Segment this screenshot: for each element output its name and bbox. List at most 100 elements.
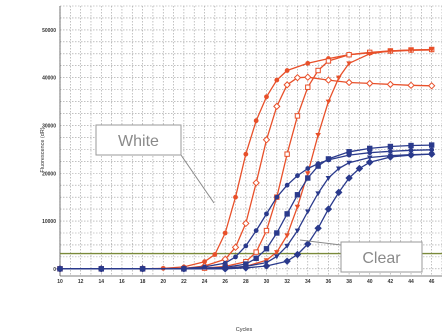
- callout-white-text: White: [118, 133, 159, 150]
- data-point: [408, 47, 414, 53]
- callout-white-box: [95, 124, 182, 156]
- data-point: [274, 194, 280, 200]
- x-tick-label: 12: [78, 279, 84, 285]
- data-point: [304, 209, 311, 215]
- data-point: [387, 148, 393, 154]
- data-point: [242, 264, 250, 272]
- x-tick-label: 42: [388, 279, 394, 285]
- data-point: [367, 145, 373, 152]
- y-tick-label: 0: [53, 267, 56, 273]
- data-point: [325, 176, 332, 181]
- x-tick-label: 22: [181, 279, 187, 285]
- data-point: [346, 52, 352, 58]
- data-point: [284, 233, 290, 239]
- x-tick-label: 20: [160, 279, 166, 285]
- x-tick-label: 16: [119, 279, 125, 285]
- x-tick-label: 18: [140, 279, 146, 285]
- data-point: [233, 254, 238, 260]
- data-point: [366, 155, 373, 161]
- data-point: [294, 192, 301, 198]
- data-point: [242, 219, 250, 228]
- data-point: [407, 81, 415, 90]
- data-point: [386, 80, 395, 89]
- data-point: [294, 204, 301, 210]
- x-tick-label: 32: [284, 279, 290, 285]
- data-point: [263, 227, 270, 234]
- data-point: [325, 156, 332, 162]
- x-tick-label: 28: [243, 279, 249, 285]
- data-point: [366, 79, 374, 88]
- data-point: [293, 250, 302, 259]
- data-point: [428, 47, 435, 53]
- x-tick-label: 34: [305, 279, 311, 285]
- data-point: [305, 84, 311, 90]
- data-point: [428, 142, 435, 148]
- data-point: [315, 191, 321, 197]
- data-point: [263, 246, 270, 252]
- data-point: [284, 68, 290, 73]
- data-point: [180, 265, 188, 273]
- x-tick-label: 26: [222, 279, 228, 285]
- callout-white: White: [95, 124, 215, 204]
- data-point: [295, 173, 300, 179]
- x-tick-label: 10: [57, 279, 63, 285]
- data-point: [294, 228, 301, 234]
- data-point: [407, 151, 415, 159]
- data-point: [264, 211, 269, 217]
- data-point: [367, 150, 373, 156]
- data-point: [283, 257, 291, 265]
- x-tick-label: 14: [99, 279, 105, 285]
- x-tick-label: 30: [264, 279, 270, 285]
- data-point: [273, 102, 281, 111]
- series-8: [56, 150, 436, 273]
- x-tick-label: 24: [202, 279, 208, 285]
- y-tick-label: 30000: [42, 123, 56, 129]
- x-tick-label: 36: [326, 279, 332, 285]
- data-point: [305, 166, 311, 171]
- data-point: [293, 73, 302, 82]
- data-point: [408, 142, 414, 149]
- plot-frame: [59, 6, 442, 277]
- x-tick-labels: 10 12 14 16 18 20 22 24 26 28 30 32 34 36 38 40 42 44 46: [57, 279, 434, 285]
- data-point: [253, 118, 259, 124]
- y-tick-label: 20000: [42, 171, 56, 177]
- data-point: [274, 250, 280, 255]
- data-point: [222, 260, 228, 266]
- data-point: [427, 150, 436, 158]
- data-point: [387, 48, 394, 54]
- data-point: [366, 158, 374, 166]
- y-tick-label: 50000: [42, 28, 56, 34]
- data-point: [284, 211, 290, 217]
- data-point: [253, 249, 259, 255]
- data-point: [408, 147, 414, 153]
- data-point: [315, 67, 321, 74]
- data-point: [222, 230, 228, 236]
- data-point: [325, 58, 332, 64]
- y-tick-labels: 0 10000 20000 30000 40000 50000: [42, 28, 56, 273]
- data-point: [138, 265, 147, 273]
- x-tick-label: 46: [429, 279, 435, 285]
- data-point: [274, 254, 280, 260]
- data-point: [262, 262, 271, 270]
- data-point: [304, 73, 312, 81]
- data-point: [221, 265, 229, 273]
- data-point: [97, 265, 106, 273]
- x-tick-label: 44: [408, 279, 414, 285]
- data-point: [304, 240, 312, 248]
- data-point: [346, 149, 352, 155]
- data-point: [262, 136, 271, 144]
- data-point: [305, 175, 311, 181]
- series-group: [56, 46, 436, 273]
- data-point: [429, 147, 435, 153]
- data-point: [284, 151, 290, 157]
- data-point: [387, 143, 394, 150]
- x-axis-label: Cycles: [236, 327, 253, 333]
- data-point: [315, 133, 321, 138]
- data-point: [233, 194, 238, 200]
- data-point: [284, 182, 290, 188]
- data-point: [315, 163, 321, 169]
- data-point: [56, 265, 64, 273]
- data-point: [346, 160, 352, 166]
- y-tick-label: 10000: [42, 219, 56, 225]
